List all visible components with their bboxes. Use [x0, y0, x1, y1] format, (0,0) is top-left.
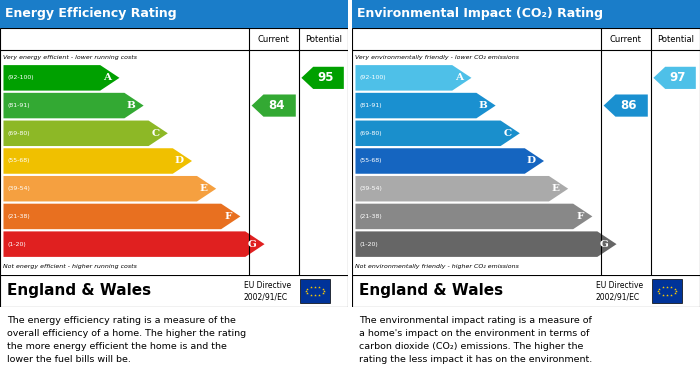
Bar: [652, 278, 682, 303]
Text: C: C: [151, 129, 160, 138]
Text: The energy efficiency rating is a measure of the
overall efficiency of a home. T: The energy efficiency rating is a measur…: [7, 316, 246, 364]
Text: EU Directive
2002/91/EC: EU Directive 2002/91/EC: [596, 281, 643, 301]
Text: (39-54): (39-54): [8, 186, 31, 191]
Polygon shape: [4, 204, 240, 229]
Text: (21-38): (21-38): [8, 214, 30, 219]
Text: Current: Current: [258, 34, 290, 43]
Text: B: B: [127, 101, 136, 110]
Text: Energy Efficiency Rating: Energy Efficiency Rating: [5, 7, 177, 20]
Polygon shape: [356, 204, 592, 229]
Text: F: F: [576, 212, 584, 221]
Text: (81-91): (81-91): [360, 103, 382, 108]
Text: A: A: [103, 74, 111, 83]
Polygon shape: [356, 120, 520, 146]
Polygon shape: [356, 231, 617, 257]
Text: A: A: [455, 74, 463, 83]
Text: C: C: [503, 129, 512, 138]
Text: 95: 95: [317, 71, 334, 84]
Polygon shape: [603, 95, 648, 117]
Polygon shape: [4, 231, 265, 257]
Text: Environmental Impact (CO₂) Rating: Environmental Impact (CO₂) Rating: [357, 7, 603, 20]
Text: Potential: Potential: [657, 34, 694, 43]
Bar: [300, 278, 330, 303]
Text: England & Wales: England & Wales: [7, 283, 151, 298]
Text: (39-54): (39-54): [360, 186, 382, 191]
Polygon shape: [356, 176, 568, 201]
Text: E: E: [199, 184, 208, 193]
Polygon shape: [4, 93, 144, 118]
Text: 84: 84: [268, 99, 285, 112]
Text: 86: 86: [620, 99, 637, 112]
Text: (92-100): (92-100): [8, 75, 34, 81]
Polygon shape: [4, 120, 168, 146]
Text: G: G: [248, 240, 256, 249]
Text: England & Wales: England & Wales: [359, 283, 503, 298]
Text: D: D: [527, 156, 536, 165]
Polygon shape: [356, 93, 496, 118]
Polygon shape: [4, 65, 120, 91]
Text: (92-100): (92-100): [360, 75, 386, 81]
Polygon shape: [356, 148, 544, 174]
Text: 97: 97: [669, 71, 686, 84]
Text: B: B: [479, 101, 488, 110]
Text: EU Directive
2002/91/EC: EU Directive 2002/91/EC: [244, 281, 290, 301]
Text: (69-80): (69-80): [360, 131, 382, 136]
Text: Very environmentally friendly - lower CO₂ emissions: Very environmentally friendly - lower CO…: [356, 54, 519, 59]
Text: (1-20): (1-20): [8, 242, 27, 247]
Text: (1-20): (1-20): [360, 242, 379, 247]
Polygon shape: [302, 67, 344, 89]
Text: F: F: [224, 212, 232, 221]
Text: Very energy efficient - lower running costs: Very energy efficient - lower running co…: [4, 54, 137, 59]
Polygon shape: [653, 67, 696, 89]
Text: (55-68): (55-68): [8, 158, 30, 163]
Polygon shape: [356, 65, 471, 91]
Text: Not energy efficient - higher running costs: Not energy efficient - higher running co…: [4, 264, 137, 269]
Polygon shape: [251, 95, 296, 117]
Text: (21-38): (21-38): [360, 214, 382, 219]
Text: Not environmentally friendly - higher CO₂ emissions: Not environmentally friendly - higher CO…: [356, 264, 519, 269]
Text: (55-68): (55-68): [360, 158, 382, 163]
Text: The environmental impact rating is a measure of
a home's impact on the environme: The environmental impact rating is a mea…: [359, 316, 592, 364]
Polygon shape: [4, 148, 192, 174]
Text: (69-80): (69-80): [8, 131, 30, 136]
Text: G: G: [600, 240, 608, 249]
Text: D: D: [175, 156, 184, 165]
Text: Potential: Potential: [304, 34, 342, 43]
Text: Current: Current: [610, 34, 642, 43]
Text: E: E: [552, 184, 560, 193]
Polygon shape: [4, 176, 216, 201]
Text: (81-91): (81-91): [8, 103, 30, 108]
